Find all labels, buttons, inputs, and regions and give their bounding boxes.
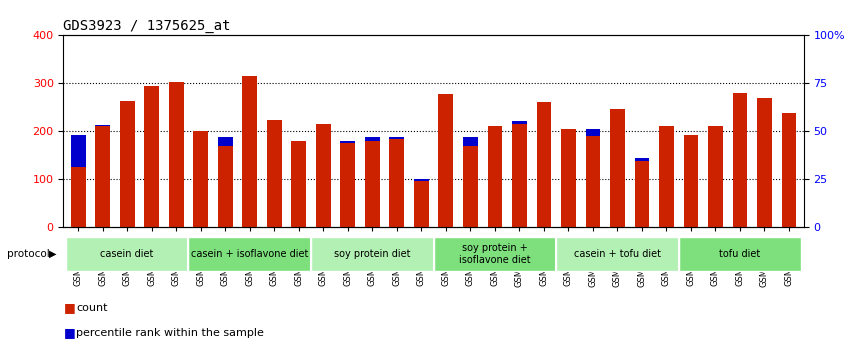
Bar (340, 143, 355, 227)
Text: GDS3923 / 1375625_at: GDS3923 / 1375625_at (63, 19, 231, 33)
Bar (218, 137, 233, 227)
Bar (757, 131, 772, 227)
Bar (634, 161, 649, 227)
Bar (782, 113, 796, 227)
Bar (561, 131, 576, 227)
Bar (120, 101, 135, 227)
Bar (659, 126, 673, 227)
Bar (71, 167, 85, 227)
Bar (291, 142, 306, 227)
Bar (561, 129, 576, 227)
Bar (316, 131, 331, 227)
Bar (782, 127, 796, 227)
Bar (311, 237, 433, 271)
Bar (169, 118, 184, 227)
Bar (145, 86, 159, 227)
Bar (266, 133, 282, 227)
Text: ■: ■ (63, 302, 75, 314)
Bar (556, 237, 678, 271)
Bar (291, 156, 306, 227)
Bar (678, 237, 801, 271)
Bar (66, 237, 189, 271)
Bar (438, 94, 453, 227)
Bar (414, 179, 429, 227)
Text: casein + tofu diet: casein + tofu diet (574, 249, 661, 259)
Bar (536, 102, 552, 227)
Bar (433, 237, 556, 271)
Bar (610, 109, 624, 227)
Bar (169, 82, 184, 227)
Bar (585, 129, 601, 227)
Bar (414, 181, 429, 227)
Text: casein + isoflavone diet: casein + isoflavone diet (191, 249, 309, 259)
Bar (684, 135, 698, 227)
Bar (243, 76, 257, 227)
Bar (463, 146, 478, 227)
Bar (733, 93, 747, 227)
Bar (634, 158, 649, 227)
Bar (487, 135, 503, 227)
Bar (145, 116, 159, 227)
Bar (512, 121, 527, 227)
Bar (757, 98, 772, 227)
Text: ■: ■ (63, 326, 75, 339)
Text: soy protein diet: soy protein diet (334, 249, 410, 259)
Bar (487, 126, 503, 227)
Bar (365, 137, 380, 227)
Bar (708, 137, 722, 227)
Bar (243, 121, 257, 227)
Bar (340, 141, 355, 227)
Text: count: count (76, 303, 107, 313)
Bar (316, 124, 331, 227)
Bar (536, 127, 552, 227)
Text: tofu diet: tofu diet (719, 249, 761, 259)
Text: percentile rank within the sample: percentile rank within the sample (76, 328, 264, 338)
Bar (684, 142, 698, 227)
Bar (96, 125, 110, 227)
Bar (659, 137, 673, 227)
Bar (708, 126, 722, 227)
Bar (512, 124, 527, 227)
Text: soy protein +
isoflavone diet: soy protein + isoflavone diet (459, 243, 530, 265)
Bar (194, 135, 208, 227)
Text: protocol: protocol (7, 249, 50, 259)
Bar (610, 125, 624, 227)
Bar (266, 120, 282, 227)
Bar (389, 139, 404, 227)
Bar (120, 125, 135, 227)
Bar (733, 127, 747, 227)
Bar (71, 135, 85, 227)
Bar (389, 137, 404, 227)
Bar (194, 131, 208, 227)
Text: casein diet: casein diet (101, 249, 154, 259)
Bar (463, 137, 478, 227)
Bar (218, 146, 233, 227)
Bar (438, 120, 453, 227)
Bar (96, 126, 110, 227)
Bar (189, 237, 311, 271)
Text: ▶: ▶ (49, 249, 57, 259)
Bar (365, 142, 380, 227)
Bar (585, 136, 601, 227)
